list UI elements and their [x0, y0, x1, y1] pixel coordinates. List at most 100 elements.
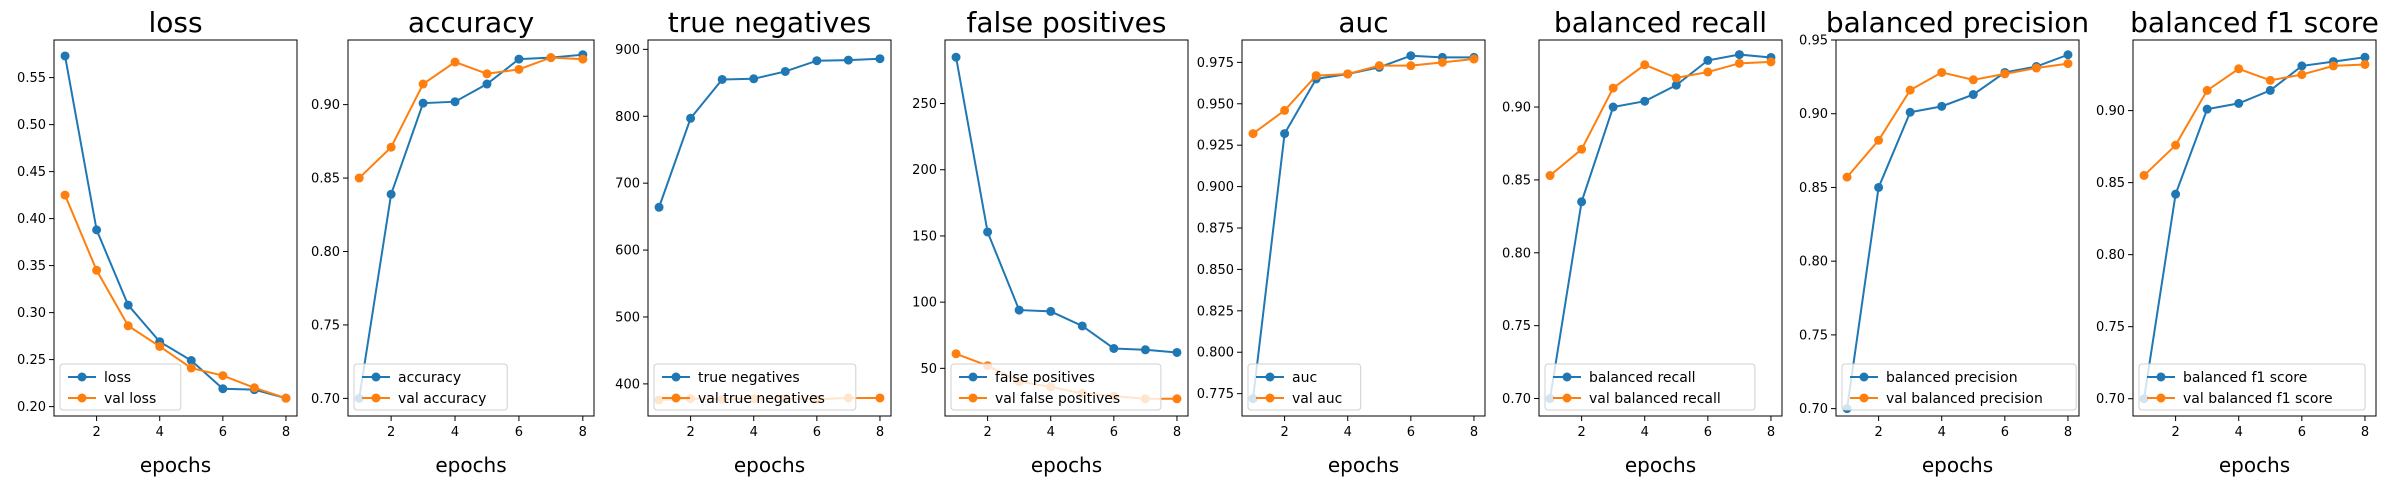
- balanced-precision-axes-frame: [1835, 39, 2080, 417]
- loss-series-val-loss-line: [64, 194, 287, 400]
- true-negatives-axes-frame: [647, 39, 892, 417]
- balanced-f1-score-x-tick-label: 8: [2361, 425, 2369, 440]
- balanced-f1-score-series-val-balanced-f1-score-point: [2139, 170, 2149, 180]
- auc-x-tick-label: 8: [1470, 425, 1478, 440]
- true-negatives-x-tick-label: 2: [686, 425, 694, 440]
- balanced-f1-score-y-tick-label: 0.90: [2096, 104, 2125, 119]
- accuracy-axes-frame: [347, 39, 595, 417]
- auc-axes-frame: [1241, 39, 1486, 417]
- balanced-precision-legend-label-balanced-precision: balanced precision: [1886, 370, 2018, 386]
- loss-series-val-loss-point: [60, 190, 70, 200]
- balanced-f1-score-legend-label-balanced-f1-score: balanced f1 score: [2183, 370, 2307, 386]
- balanced-precision-y-tick-label: 0.80: [1799, 255, 1828, 270]
- accuracy-x-axis-label: epochs: [435, 453, 506, 477]
- loss-legend: loss val loss: [59, 363, 182, 411]
- balanced-precision-title: balanced precision: [1826, 6, 2089, 39]
- balanced-precision-legend-marker-val-balanced-precision: [1859, 393, 1869, 403]
- accuracy-series-val-accuracy-point: [578, 54, 588, 64]
- accuracy-title: accuracy: [408, 6, 534, 39]
- balanced-f1-score-series-val-balanced-f1-score-line: [2143, 63, 2365, 177]
- accuracy-series-val-accuracy-point: [482, 69, 492, 79]
- accuracy-legend-label-val-accuracy: val accuracy: [398, 391, 486, 407]
- balanced-recall-y-tick-label: 0.90: [1502, 101, 1531, 116]
- accuracy-legend-label-accuracy: accuracy: [398, 370, 461, 386]
- false-positives-legend-label-val-false-positives: val false positives: [995, 391, 1120, 407]
- balanced-f1-score-legend-box: [2138, 363, 2366, 411]
- balanced-recall-series-val-balanced-recall-line: [1549, 60, 1771, 177]
- loss-legend-marker-val-loss: [77, 393, 87, 403]
- loss-y-tick-label: 0.35: [17, 259, 46, 274]
- balanced-precision-series-val-balanced-precision-point: [2031, 63, 2041, 73]
- false-positives-title: false positives: [967, 6, 1167, 39]
- auc-legend-label-val-auc: val auc: [1292, 391, 1342, 407]
- balanced-f1-score-series-balanced-f1-score-point: [2234, 98, 2244, 108]
- balanced-precision-legend-box: [1841, 363, 2077, 411]
- true-negatives-series-true-negatives-point: [749, 74, 759, 84]
- accuracy-y-tick-label: 0.85: [311, 172, 340, 187]
- balanced-recall-y-tick-label: 0.85: [1502, 173, 1531, 188]
- balanced-precision-series-balanced-precision-point: [1968, 90, 1978, 100]
- true-negatives-x-tick-label: 6: [813, 425, 821, 440]
- balanced-recall-legend: balanced recall val balanced recall: [1544, 363, 1756, 411]
- false-positives-series-false-positives-point: [1172, 347, 1182, 357]
- balanced-precision-series-val-balanced-precision-point: [1937, 67, 1947, 77]
- balanced-recall-y-tick-label: 0.80: [1502, 246, 1531, 261]
- false-positives-y-tick-label: 50: [920, 362, 937, 377]
- loss-panel: 2 4 6 8 0.20 0.25 0.30 0.35 0.40 0.45 0.50 0.55 loss…: [17, 6, 298, 477]
- balanced-precision-series-val-balanced-precision-point: [1842, 172, 1852, 182]
- loss-x-tick-label: 8: [282, 425, 290, 440]
- balanced-f1-score-series-val-balanced-f1-score-point: [2202, 85, 2212, 95]
- accuracy-y-tick-label: 0.90: [311, 98, 340, 113]
- balanced-f1-score-series-val-balanced-f1-score-point: [2328, 61, 2338, 71]
- balanced-recall-title: balanced recall: [1554, 6, 1767, 39]
- accuracy-legend-marker-accuracy: [371, 372, 381, 382]
- false-positives-y-tick-label: 250: [912, 97, 937, 112]
- balanced-precision-series-val-balanced-precision-point: [1905, 85, 1915, 95]
- auc-series-auc-point: [1406, 51, 1416, 61]
- false-positives-legend-box: [950, 363, 1162, 411]
- false-positives-x-tick-label: 8: [1173, 425, 1181, 440]
- balanced-recall-series-val-balanced-recall-point: [1608, 83, 1618, 93]
- balanced-f1-score-y-tick-label: 0.85: [2096, 176, 2125, 191]
- balanced-precision-x-tick-label: 8: [2064, 425, 2072, 440]
- balanced-precision-series-balanced-precision-point: [1905, 107, 1915, 117]
- balanced-f1-score-series-balanced-f1-score-point: [2202, 104, 2212, 114]
- true-negatives-series-true-negatives-point: [717, 74, 727, 84]
- loss-y-tick-label: 0.50: [17, 118, 46, 133]
- auc-x-tick-label: 2: [1280, 425, 1288, 440]
- balanced-recall-series-balanced-recall-point: [1734, 50, 1744, 60]
- true-negatives-y-tick-label: 800: [615, 110, 640, 125]
- balanced-precision-x-axis-label: epochs: [1922, 453, 1993, 477]
- balanced-f1-score-legend-marker-val-balanced-f1-score: [2156, 393, 2166, 403]
- balanced-f1-score-series-balanced-f1-score-point: [2297, 61, 2307, 71]
- balanced-f1-score-x-tick-label: 4: [2235, 425, 2243, 440]
- accuracy-x-tick-label: 8: [579, 425, 587, 440]
- auc-series-val-auc-point: [1374, 61, 1384, 71]
- balanced-recall-series-balanced-recall-point: [1608, 102, 1618, 112]
- false-positives-series-false-positives-point: [951, 52, 961, 62]
- accuracy-series-accuracy-point: [482, 79, 492, 89]
- accuracy-y-tick-label: 0.80: [311, 245, 340, 260]
- true-negatives-legend-marker-val-true-negatives: [671, 393, 681, 403]
- false-positives-legend-label-false-positives: false positives: [995, 370, 1095, 386]
- loss-x-tick-label: 6: [219, 425, 227, 440]
- balanced-recall-series-val-balanced-recall-point: [1640, 60, 1650, 70]
- true-negatives-series-true-negatives-point: [686, 113, 696, 123]
- balanced-f1-score-title: balanced f1 score: [2130, 6, 2379, 39]
- balanced-recall-legend-box: [1544, 363, 1756, 411]
- auc-y-tick-label: 0.925: [1197, 139, 1234, 154]
- balanced-recall-legend-label-balanced-recall: balanced recall: [1589, 370, 1696, 386]
- auc-y-tick-label: 0.825: [1197, 304, 1234, 319]
- auc-y-tick-label: 0.950: [1197, 97, 1234, 112]
- false-positives-legend-marker-val-false-positives: [968, 393, 978, 403]
- loss-series-loss-point: [60, 51, 70, 61]
- auc-y-tick-label: 0.775: [1197, 387, 1234, 402]
- balanced-f1-score-series-val-balanced-f1-score-point: [2297, 70, 2307, 80]
- balanced-f1-score-series-balanced-f1-score-point: [2360, 52, 2370, 62]
- balanced-precision-series-val-balanced-precision-point: [1968, 75, 1978, 85]
- balanced-recall-legend-label-val-balanced-recall: val balanced recall: [1589, 391, 1721, 407]
- auc-series-val-auc-point: [1248, 129, 1258, 139]
- balanced-f1-score-y-tick-label: 0.80: [2096, 248, 2125, 263]
